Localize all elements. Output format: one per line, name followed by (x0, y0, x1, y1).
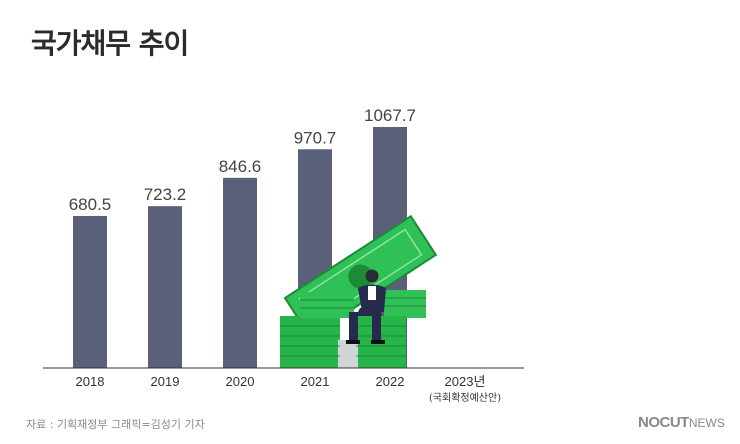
money-illustration (280, 214, 438, 368)
tick-label-2022: 2022 (376, 374, 405, 389)
cash-stack-left (280, 316, 340, 368)
tick-sublabel-2023년: (국회확정예산안) (429, 392, 501, 404)
tick-label-2018: 2018 (76, 374, 105, 389)
brand-sub-text: NEWS (688, 416, 725, 430)
bar-2019 (148, 206, 182, 368)
value-label-2022: 1067.7 (364, 106, 416, 125)
chart-title: 국가채무 추이 (31, 27, 189, 60)
seated-man-figure (346, 269, 386, 344)
brand-main-text: NOCUT (638, 414, 689, 431)
banknote-emblem (348, 264, 373, 289)
tick-label-2020: 2020 (226, 374, 255, 389)
cash-stack-lines (280, 297, 426, 357)
brand-logo: NOCUTNEWS (638, 414, 725, 431)
cash-stack-right-top (384, 290, 426, 318)
bar-2018 (73, 216, 107, 368)
value-label-2018: 680.5 (69, 195, 112, 214)
tick-label-2023년: 2023년 (445, 374, 486, 389)
value-label-2020: 846.6 (219, 157, 262, 176)
source-note: 자료 : 기획재정부 그래픽=김성기 기자 (26, 418, 205, 431)
value-label-2021: 970.7 (294, 128, 337, 147)
tick-label-2021: 2021 (301, 374, 330, 389)
cash-stack-left-top (300, 292, 354, 318)
value-label-2019: 723.2 (144, 185, 187, 204)
cash-stack-center (338, 340, 358, 368)
tick-labels-layer: 2018 2019 2020 2021 2022 2023년 (국회확정예산안) (76, 374, 502, 404)
tick-label-2019: 2019 (151, 374, 180, 389)
bar-2020 (223, 177, 257, 368)
